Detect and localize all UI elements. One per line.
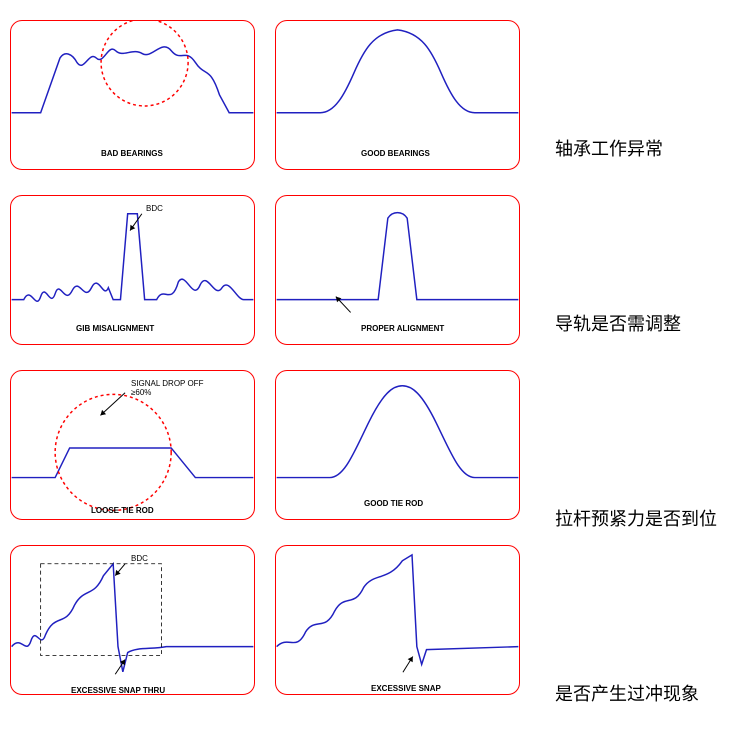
row-side-label: 拉杆预紧力是否到位	[555, 505, 717, 531]
panel-annotation: BDC	[146, 204, 163, 213]
diagram-row: LOOSE TIE ROD SIGNAL DROP OFF≥60% GOOD TIE…	[10, 370, 570, 520]
waveform-svg	[276, 371, 519, 519]
row-side-label: 轴承工作异常	[555, 135, 663, 161]
diagram-grid: BAD BEARINGS GOOD BEARINGS GIB MISALIGNME…	[10, 20, 570, 720]
left-panel: LOOSE TIE ROD SIGNAL DROP OFF≥60%	[10, 370, 255, 520]
right-panel: GOOD BEARINGS	[275, 20, 520, 170]
diagram-row: BAD BEARINGS GOOD BEARINGS	[10, 20, 570, 170]
diagram-row: GIB MISALIGNMENT BDC PROPER ALIGNMENT	[10, 195, 570, 345]
left-panel: EXCESSIVE SNAP THRU BDC	[10, 545, 255, 695]
waveform-svg	[276, 546, 519, 694]
panel-caption: EXCESSIVE SNAP THRU	[71, 686, 165, 695]
right-panel: GOOD TIE ROD	[275, 370, 520, 520]
right-panel: EXCESSIVE SNAP	[275, 545, 520, 695]
diagram-row: EXCESSIVE SNAP THRU BDC EXCESSIVE SNAP	[10, 545, 570, 695]
left-panel: BAD BEARINGS	[10, 20, 255, 170]
waveform-svg	[276, 196, 519, 344]
panel-caption: LOOSE TIE ROD	[91, 506, 154, 515]
right-panel: PROPER ALIGNMENT	[275, 195, 520, 345]
waveform-svg	[11, 196, 254, 344]
panel-caption: GIB MISALIGNMENT	[76, 324, 154, 333]
panel-caption: BAD BEARINGS	[101, 149, 163, 158]
panel-annotation: SIGNAL DROP OFF≥60%	[131, 379, 203, 397]
panel-caption: PROPER ALIGNMENT	[361, 324, 444, 333]
waveform-svg	[11, 546, 254, 694]
panel-caption: EXCESSIVE SNAP	[371, 684, 441, 693]
panel-caption: GOOD TIE ROD	[364, 499, 423, 508]
row-side-label: 导轨是否需调整	[555, 310, 681, 336]
waveform-svg	[276, 21, 519, 169]
waveform-svg	[11, 21, 254, 169]
panel-annotation: BDC	[131, 554, 148, 563]
panel-caption: GOOD BEARINGS	[361, 149, 430, 158]
left-panel: GIB MISALIGNMENT BDC	[10, 195, 255, 345]
row-side-label: 是否产生过冲现象	[555, 680, 699, 706]
